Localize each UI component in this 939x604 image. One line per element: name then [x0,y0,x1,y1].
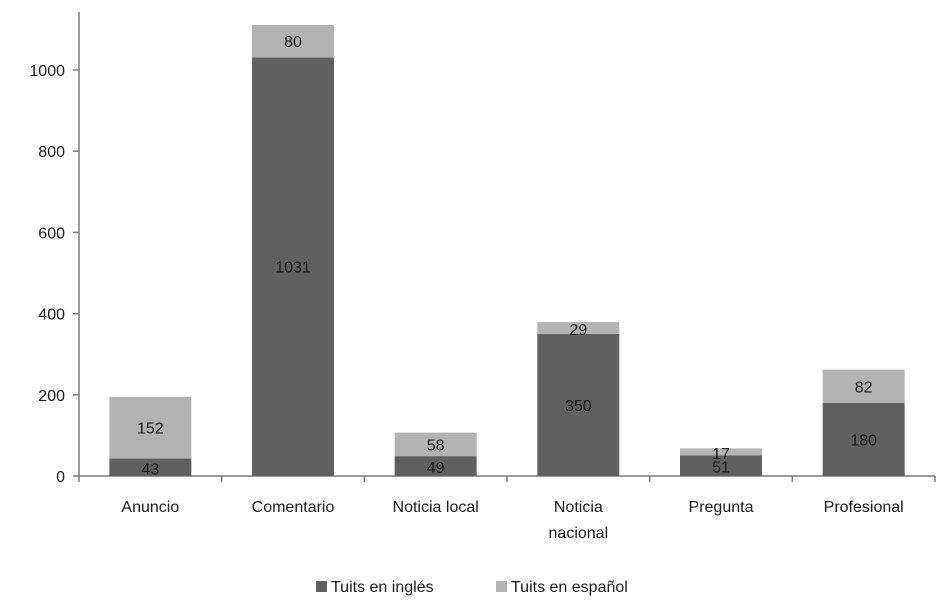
y-tick-label: 800 [38,144,65,161]
legend-swatch [496,581,507,592]
bar-segment [822,369,905,403]
bar-segment [537,333,620,476]
data-label: 1031 [275,260,311,277]
bar-segment [252,24,334,58]
y-tick-label: 600 [38,225,65,242]
y-tick-label: 0 [56,469,65,486]
legend-label: Tuits en inglés [331,579,434,596]
data-label: 80 [284,34,302,51]
data-label: 58 [427,437,445,454]
data-label: 51 [712,460,730,477]
data-label: 350 [565,398,592,415]
bar-segment [394,456,477,476]
legend-swatch [316,581,327,592]
bar-segment [394,432,477,457]
x-tick-label: Pregunta [689,499,754,516]
bar-segment [680,455,762,476]
data-label: 180 [850,432,877,449]
x-tick-label: nacional [549,525,609,542]
data-label: 17 [712,446,730,463]
y-tick-label: 1000 [29,63,65,80]
x-tick-label: Comentario [252,499,335,516]
data-label: 49 [427,460,445,477]
x-tick-label: Noticia [554,499,603,516]
bar-segment [537,322,620,334]
x-tick-label: Noticia local [393,499,479,516]
y-tick-label: 400 [38,307,65,324]
bar-segment [109,458,192,476]
legend-label: Tuits en español [511,579,628,596]
x-tick-label: Anuncio [121,499,179,516]
y-tick-label: 200 [38,388,65,405]
x-tick-label: Profesional [824,499,904,516]
bar-segment [252,57,334,476]
legend: Tuits en inglés Tuits en español [316,579,628,596]
plot-area: 0 200 400 600 800 1000 43 152 Anuncio 1031 80 Comen… [29,12,936,542]
data-label: 43 [141,461,159,478]
bar-segment [680,448,762,456]
data-label: 152 [137,421,164,438]
bar-segment [822,402,905,476]
data-label: 82 [855,379,873,396]
data-label: 29 [569,322,587,339]
bar-segment [109,396,192,459]
